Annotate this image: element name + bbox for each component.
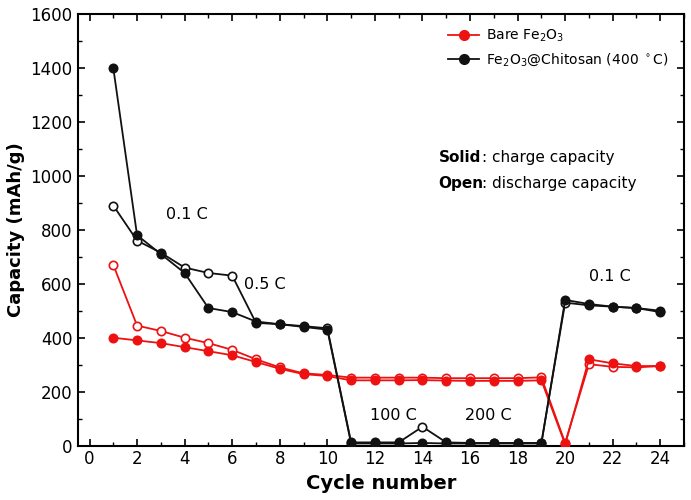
Text: 200 C: 200 C: [465, 408, 512, 423]
Y-axis label: Capacity (mAh/g): Capacity (mAh/g): [7, 142, 25, 317]
X-axis label: Cycle number: Cycle number: [305, 474, 456, 493]
Text: : discharge capacity: : discharge capacity: [482, 176, 636, 191]
Legend: Bare Fe$_2$O$_3$, Fe$_2$O$_3$@Chitosan (400 $^\circ$C): Bare Fe$_2$O$_3$, Fe$_2$O$_3$@Chitosan (…: [443, 22, 674, 74]
Text: : charge capacity: : charge capacity: [482, 150, 614, 165]
Text: 0.1 C: 0.1 C: [589, 269, 631, 284]
Text: Open: Open: [439, 176, 484, 191]
Text: 0.1 C: 0.1 C: [166, 207, 207, 222]
Text: 100 C: 100 C: [370, 408, 417, 423]
Text: Solid: Solid: [439, 150, 481, 165]
Text: 0.5 C: 0.5 C: [244, 277, 285, 292]
